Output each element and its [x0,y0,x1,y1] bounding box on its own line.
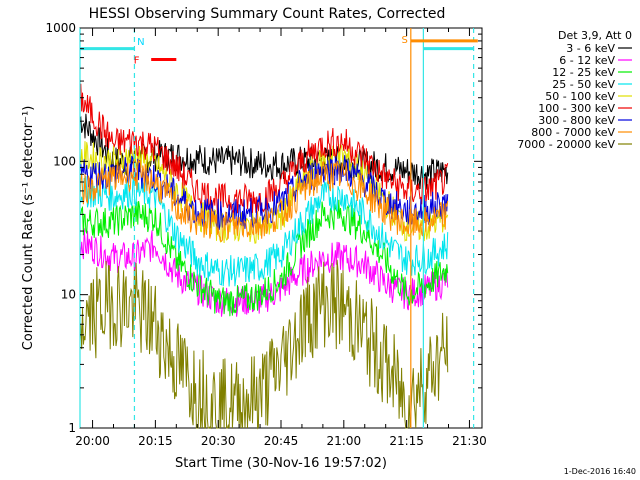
plot-area: NF S [79,27,483,430]
legend-label: 300 - 800 keV [538,114,615,127]
annotation-label: F [134,56,140,67]
x-tick-label: 20:15 [138,434,173,448]
x-axis: 20:00 20:15 20:30 20:45 21:00 21:15 21:30 [75,28,487,448]
x-tick-label: 21:15 [389,434,424,448]
legend-label: 6 - 12 keV [559,54,615,67]
legend-label: 7000 - 20000 keV [517,138,615,151]
legend-label: 12 - 25 keV [552,66,615,79]
series-line [79,83,449,216]
legend-label: 25 - 50 keV [552,78,615,91]
annotation-label: N [137,37,144,48]
x-tick-label: 20:00 [75,434,110,448]
legend-label: 3 - 6 keV [566,42,615,55]
timestamp: 1-Dec-2016 16:40 [564,467,636,476]
y-tick-label: 10 [61,288,76,302]
legend-label: 100 - 300 keV [538,102,615,115]
x-tick-label: 21:30 [452,434,487,448]
y-tick-label: 1000 [45,21,76,35]
y-tick-label: 1 [68,421,76,435]
y-axis: 1 10 100 1000 [45,21,482,435]
y-axis-label: Corrected Count Rate (s⁻¹ detector⁻¹) [21,106,36,351]
series-line [79,259,449,430]
legend-title: Det 3,9, Att 0 [558,29,632,42]
series-line [79,158,449,242]
series-line [79,228,449,317]
series-line [79,175,449,287]
series-line [79,199,449,317]
legend-label: 50 - 100 keV [545,90,615,103]
x-tick-label: 20:45 [264,434,299,448]
x-tick-label: 21:00 [327,434,362,448]
chart-title: HESSI Observing Summary Count Rates, Cor… [89,6,446,22]
annotation-label: S [401,35,407,46]
x-tick-label: 20:30 [201,434,236,448]
legend-label: 800 - 7000 keV [531,126,615,139]
x-axis-label: Start Time (30-Nov-16 19:57:02) [175,456,387,471]
y-tick-label: 100 [53,154,76,168]
